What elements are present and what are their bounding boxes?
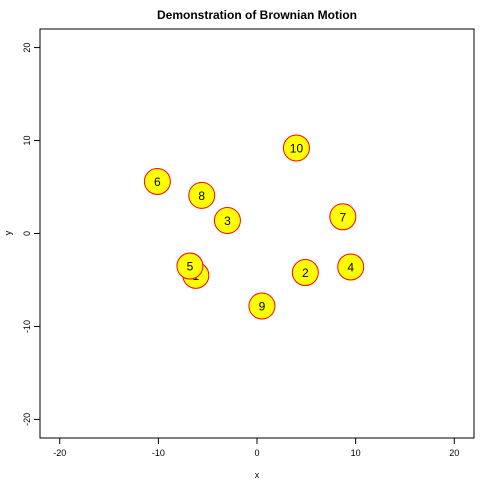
x-axis: -20 -10 0 10 20 xyxy=(53,438,459,458)
point-label-6: 6 xyxy=(154,175,161,189)
chart-title: Demonstration of Brownian Motion xyxy=(157,8,357,22)
point-7 xyxy=(329,203,357,231)
point-8 xyxy=(188,181,216,209)
y-tick-label-2: 0 xyxy=(22,231,32,236)
point-6 xyxy=(143,167,171,195)
point-3 xyxy=(213,206,241,234)
point-label-2: 2 xyxy=(302,266,309,280)
point-label-5: 5 xyxy=(187,260,194,274)
x-tick-label-4: 20 xyxy=(449,448,459,458)
point-label-9: 9 xyxy=(259,300,266,314)
x-axis-label: x xyxy=(255,470,260,480)
point-label-7: 7 xyxy=(339,210,346,224)
x-tick-label-2: 0 xyxy=(254,448,259,458)
point-label-4: 4 xyxy=(347,260,354,274)
data-points: 12345678910 xyxy=(143,134,365,320)
point-5 xyxy=(176,252,204,280)
point-4 xyxy=(337,253,365,281)
y-tick-label-1: -10 xyxy=(22,320,32,333)
y-axis-label: y xyxy=(3,230,13,235)
y-tick-label-0: -20 xyxy=(22,413,32,426)
point-10 xyxy=(282,134,310,162)
y-axis: -20 -10 0 10 20 xyxy=(22,43,40,426)
point-label-8: 8 xyxy=(198,189,205,203)
y-tick-label-3: 10 xyxy=(22,136,32,146)
point-label-10: 10 xyxy=(290,141,304,155)
x-tick-label-3: 10 xyxy=(351,448,361,458)
x-tick-label-0: -20 xyxy=(53,448,66,458)
point-9 xyxy=(248,292,276,320)
y-tick-label-4: 20 xyxy=(22,43,32,53)
plot-frame xyxy=(39,28,475,439)
point-label-3: 3 xyxy=(224,214,231,228)
x-tick-label-1: -10 xyxy=(152,448,165,458)
point-2 xyxy=(291,259,319,287)
